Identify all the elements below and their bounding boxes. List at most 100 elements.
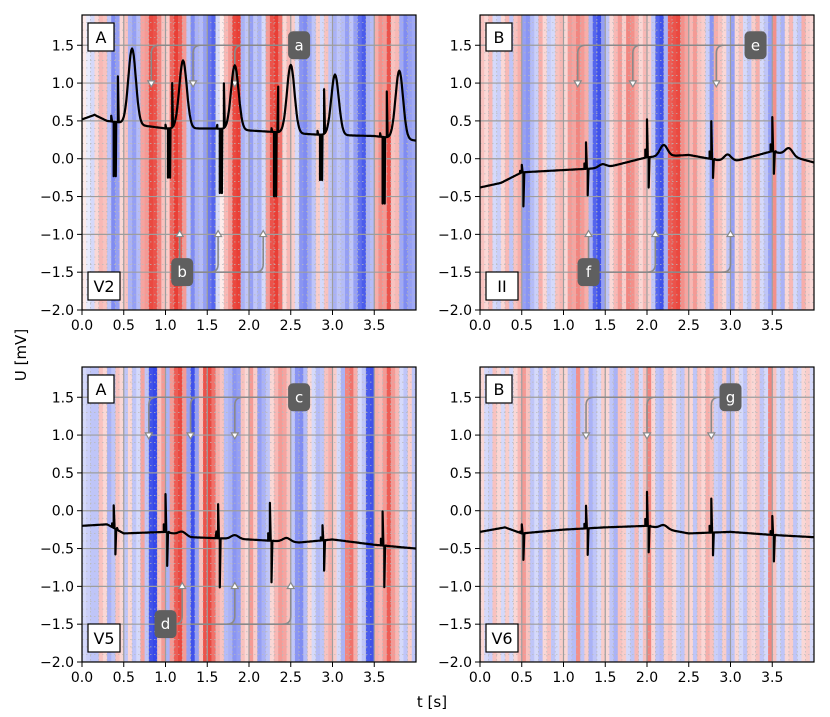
callout-arrow-line [632,44,641,82]
relevance-band [642,367,648,662]
relevance-band [705,15,711,310]
relevance-band [161,15,167,310]
y-tick-label: −1.0 [438,227,472,243]
relevance-band [605,15,611,310]
relevance-band [525,367,531,662]
callout-arrowhead [188,80,198,89]
y-tick-labels: 1.5 1.0 0.5 0.0 −0.5 −1.0 −1.5 −2.0 [438,390,480,671]
relevance-band [776,367,782,662]
relevance-band [763,15,769,310]
x-tick-label: 2.0 [238,318,260,334]
relevance-band [311,367,317,662]
relevance-band [480,15,485,310]
relevance-band [152,15,158,310]
relevance-band [659,367,665,662]
y-tick-label: 0.5 [52,466,74,482]
relevance-band [697,367,702,662]
relevance-band [253,15,258,310]
callout-label: a [294,36,303,54]
relevance-band [601,15,606,310]
relevance-band [701,367,707,662]
relevance-band [638,367,644,662]
callout-arrowhead [725,229,736,238]
y-tick-label: 1.5 [450,38,472,54]
relevance-band [734,15,740,310]
relevance-band [713,367,719,662]
callout-arrow-line [585,396,595,434]
ecg-signal-line [82,47,416,205]
y-tick-labels: 1.5 1.0 0.5 0.0 −0.5 −1.0 −1.5 −2.0 [438,38,480,319]
relevance-band [240,15,246,310]
relevance-band [86,367,91,662]
y-tick-labels: 1.5 1.0 0.5 0.0 −0.5 −1.0 −1.5 −2.0 [40,390,82,671]
callout-arrow-line [646,396,656,434]
relevance-band [311,15,317,310]
relevance-band [90,15,96,310]
relevance-band [580,15,585,310]
relevance-band [684,15,690,310]
relevance-band [265,15,271,310]
relevance-band [626,367,631,662]
relevance-band [98,367,104,662]
relevance-band [592,15,598,310]
relevance-band [173,15,179,310]
x-tick-label: 1.0 [552,318,574,334]
relevance-band [797,15,803,310]
relevance-band [294,15,300,310]
relevance-band [596,367,602,662]
x-tick-label: 1.0 [552,670,574,686]
relevance-band [123,367,129,662]
relevance-band [119,367,125,662]
relevance-band [563,15,569,310]
x-tick-label: 3.0 [719,670,741,686]
relevance-band [768,367,773,662]
relevance-band [521,15,527,310]
relevance-band [140,15,146,310]
relevance-band [672,367,677,662]
relevance-band [340,15,346,310]
relevance-band [411,367,416,662]
relevance-band [630,367,636,662]
relevance-band [780,15,786,310]
relevance-band [755,367,761,662]
relevance-band [542,367,548,662]
callout-arrowhead [230,581,240,590]
relevance-band [269,15,275,310]
callout-arrowhead [573,80,583,89]
lead-label-box [485,623,519,653]
x-tick-label: 0.0 [71,318,93,334]
relevance-band [386,15,392,310]
relevance-band [265,367,271,662]
relevance-band [492,367,498,662]
relevance-band [90,367,96,662]
relevance-band [538,367,544,662]
panel-label-box [87,22,115,52]
ecg-signal-line [480,116,814,208]
relevance-band [713,15,719,310]
relevance-band [576,15,581,310]
relevance-band [776,15,782,310]
relevance-band [747,15,752,310]
x-tick-label: 2.0 [636,318,658,334]
relevance-band [186,367,192,662]
relevance-band [278,15,283,310]
relevance-band [407,367,413,662]
panel-top-right: e f 0.0 0.5 1.0 1.5 2.0 2.5 3.0 3.5 1.5 1.0 0.5 0.0 −0… [438,14,815,334]
y-tick-label: −1.5 [438,617,472,633]
relevance-band [647,367,652,662]
relevance-band [642,15,648,310]
y-tick-label: −0.5 [438,542,472,558]
callout-arrowhead [258,229,268,238]
relevance-band [386,367,392,662]
x-tick-label: 0.5 [511,670,533,686]
relevance-band [290,367,296,662]
panel-bottom-left: c d 0.0 0.5 1.0 1.5 2.0 2.5 3.0 3.5 1.5 1.0 0.5 0.0 −0… [40,366,417,686]
y-tick-label: 0.0 [52,152,74,168]
relevance-band [621,367,627,662]
y-tick-label: −1.0 [40,227,74,243]
relevance-band [194,367,200,662]
y-tick-label: 1.5 [52,390,74,406]
relevance-band [361,367,367,662]
relevance-band [294,367,300,662]
relevance-band [399,367,405,662]
